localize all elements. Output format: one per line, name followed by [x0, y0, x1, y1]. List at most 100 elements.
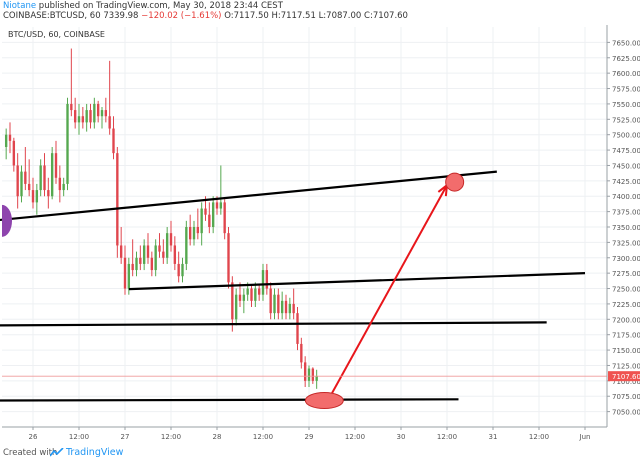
candle-body [27, 183, 31, 191]
ohlc-values: O:7117.50 H:7117.51 L:7087.00 C:7107.60 [224, 11, 408, 21]
candle-body [66, 103, 69, 184]
candle-body [108, 116, 111, 129]
annotations-layer [0, 170, 607, 410]
candle-body [280, 300, 284, 314]
candle-body [300, 343, 303, 363]
publish-info: published on TradingView.com, May 30, 20… [36, 1, 283, 11]
candle-body [196, 227, 200, 234]
candle-body [296, 313, 299, 344]
candle-body [269, 288, 272, 314]
price-tick-label: 7575.00 [612, 86, 640, 94]
candle-body [261, 270, 265, 295]
price-axis-bg [607, 25, 640, 429]
candle-body [142, 245, 146, 264]
left-marker [2, 204, 12, 237]
candle-body [139, 257, 142, 264]
trendline [0, 398, 459, 402]
price-tick-label: 7525.00 [612, 116, 640, 124]
candle-body [234, 294, 238, 320]
candle-body [215, 202, 219, 209]
time-tick-label: 27 [121, 433, 130, 441]
price-tick-label: 7175.00 [612, 332, 640, 340]
price-tick-label: 7500.00 [612, 132, 640, 140]
price-tick-label: 7475.00 [612, 147, 640, 155]
price-tick-label: 7125.00 [612, 362, 640, 370]
time-tick-label: 28 [213, 433, 222, 441]
price-tick-label: 7400.00 [612, 193, 640, 201]
candle-body [303, 362, 307, 381]
candle-body [204, 208, 207, 215]
price-tick-label: 7450.00 [612, 162, 640, 170]
trendline [0, 170, 497, 222]
price-tick-label: 7200.00 [612, 316, 640, 324]
candle-body [254, 288, 257, 301]
candle-body [154, 245, 157, 271]
price-tick-label: 7225.00 [612, 301, 640, 309]
price-axis[interactable]: 7050.00 7075.00 7100.00 7125.00 7150.00 7175.… [606, 25, 640, 429]
candle-body [100, 110, 104, 117]
price-tick-label: 7550.00 [612, 101, 640, 109]
price-tick-label: 7650.00 [612, 39, 640, 47]
candles-layer [4, 48, 318, 389]
candle-body [31, 190, 35, 203]
author-link[interactable]: Niotane [3, 1, 37, 11]
start-ellipse [304, 392, 344, 410]
price-tick-label: 7375.00 [612, 209, 640, 217]
candle-body [288, 303, 292, 314]
candle-body [185, 227, 188, 264]
candle-body [35, 190, 39, 203]
candle-body [150, 257, 154, 271]
candle-body [58, 177, 62, 191]
price-tick-label: 7075.00 [612, 393, 640, 401]
candle-body [4, 134, 8, 147]
time-axis[interactable]: 26 12:00 27 12:00 28 12:00 29 12:00 30 12:00 31 12:… [2, 426, 607, 441]
time-tick-label: 26 [29, 433, 38, 441]
price-tick-label: 7350.00 [612, 224, 640, 232]
candle-body [265, 270, 269, 289]
candle-body [112, 128, 115, 154]
time-tick-label: 12:00 [253, 433, 273, 441]
last-price-tag [608, 371, 640, 382]
candle-body [73, 110, 77, 123]
candle-body [181, 263, 184, 277]
candle-body [165, 233, 169, 258]
candle-body [292, 303, 295, 314]
candle-body [47, 190, 50, 197]
candle-body [277, 294, 280, 314]
price-tick-label: 7325.00 [612, 239, 640, 247]
candle-body [257, 288, 261, 295]
tradingview-logo-icon [50, 448, 64, 457]
time-tick-label: 12:00 [437, 433, 457, 441]
candle-body [70, 103, 73, 111]
candle-body [50, 153, 54, 197]
candle-body [158, 245, 161, 252]
candle-body [123, 257, 127, 289]
candle-body [77, 116, 81, 123]
trendline [128, 272, 586, 291]
candle-body [219, 202, 223, 209]
candle-body [39, 165, 42, 191]
tradingview-brand[interactable]: TradingView [66, 447, 124, 458]
candle-body [273, 294, 276, 314]
candle-body [20, 171, 23, 197]
ticker-label: COINBASE:BTCUSD, 60 [3, 11, 101, 21]
candle-body [162, 251, 165, 258]
price-tick-label: 7600.00 [612, 70, 640, 78]
last-price-label: 7107.60 [612, 373, 640, 381]
time-tick-label: 12:00 [69, 433, 89, 441]
candle-body [250, 288, 253, 301]
candle-body [242, 294, 246, 301]
candle-body [311, 368, 315, 381]
candle-body [12, 140, 16, 166]
candle-body [208, 214, 211, 227]
candle-body [131, 263, 134, 271]
price-tick-label: 7275.00 [612, 270, 640, 278]
candle-body [200, 208, 203, 234]
chart-grid [2, 27, 607, 427]
price-tick-label: 7050.00 [612, 409, 640, 417]
time-tick-label: Jun [579, 433, 591, 441]
candle-body [81, 116, 85, 123]
candle-body [16, 165, 19, 197]
candle-body [127, 263, 131, 289]
